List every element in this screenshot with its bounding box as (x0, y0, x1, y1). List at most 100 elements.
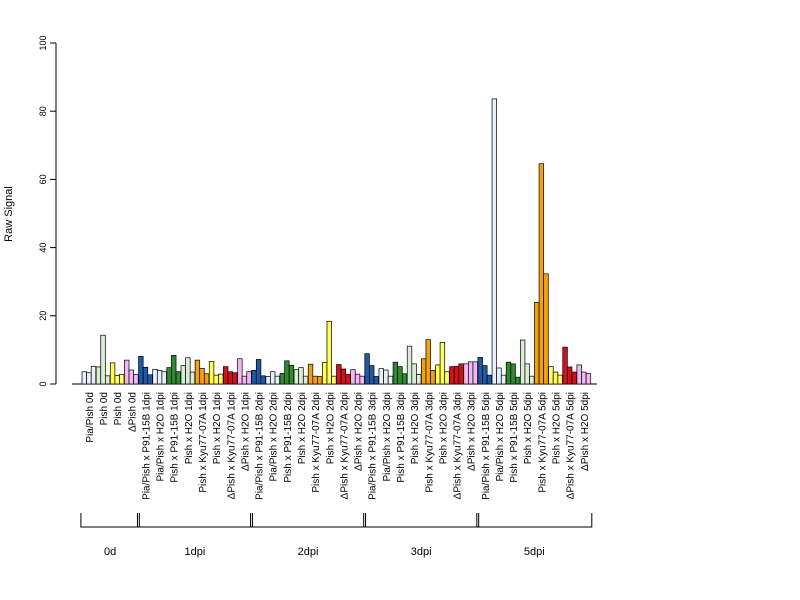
bar (227, 371, 233, 385)
y-axis: 0 20 40 60 80 100 (38, 35, 57, 387)
bar (453, 365, 460, 385)
bar (515, 376, 521, 385)
timepoint-label: 3dpi (411, 546, 432, 558)
x-tick-label: Pish x H2O 2dpi (325, 392, 336, 464)
bar (425, 339, 431, 385)
bar (293, 369, 300, 385)
x-tick-label: Pish x Kyu77-07A 5dpi (537, 392, 548, 493)
x-tick-label: Pish x H2O 1dpi (212, 392, 223, 464)
bar (463, 363, 469, 385)
x-tick-label: Pia/Pish x P91-15B 1dpi (141, 392, 152, 500)
x-tick-label: Pish 0d (113, 392, 124, 425)
timepoint-bracket (476, 513, 593, 528)
bar (354, 373, 361, 385)
y-tick-label: 60 (38, 174, 48, 184)
x-tick-label: Pish x P91-15B 1dpi (170, 392, 181, 483)
x-tick-label: Pish x H2O 5dpi (523, 392, 534, 464)
timepoint-label: 1dpi (185, 546, 206, 558)
y-tick-label: 40 (38, 243, 48, 253)
bar (345, 374, 351, 385)
bar (543, 273, 549, 385)
bar (199, 367, 205, 385)
timepoint-brackets: 0d 1dpi 2dpi 3dpi 5dpi (80, 513, 593, 558)
bar (307, 363, 314, 385)
y-tick-label: 100 (38, 35, 48, 50)
bar (203, 373, 210, 385)
x-tick-label: ΔPish x Kyu77-07A 2dpi (339, 392, 350, 499)
x-tick-label: Pish x P91-15B 5dpi (509, 392, 520, 483)
bar (548, 366, 554, 385)
bar (213, 374, 219, 385)
bar (416, 374, 422, 385)
bar (562, 346, 568, 385)
y-tick-label: 0 (38, 381, 48, 386)
bar (435, 364, 441, 385)
bar (260, 375, 266, 385)
bar (265, 376, 271, 385)
bar (364, 353, 370, 385)
x-tick-label: Pia/Pish 0d (85, 392, 96, 443)
x-tick-label: Pish x P91-15B 2dpi (283, 392, 294, 483)
bar (369, 365, 375, 385)
bar (519, 339, 526, 385)
bar (274, 375, 280, 385)
bar (486, 374, 493, 385)
bar (468, 361, 474, 385)
bar (401, 373, 408, 385)
x-tick-label: Pia/Pish x H2O 5dpi (495, 392, 506, 482)
bar (288, 364, 295, 385)
bar (373, 376, 379, 385)
bar (491, 98, 498, 385)
x-tick-label: Pish x Kyu77-07A 2dpi (311, 392, 322, 493)
bar (317, 376, 323, 385)
bar (270, 371, 276, 385)
timepoint-bracket (136, 513, 253, 528)
bar (581, 371, 587, 385)
bar (147, 374, 153, 385)
bar (119, 374, 125, 385)
y-axis-label: Raw Signal (3, 186, 15, 242)
x-tick-label: ΔPish x H2O 5dpi (580, 392, 591, 471)
bar (576, 364, 582, 385)
bar (472, 361, 478, 385)
timepoint-label: 5dpi (524, 546, 545, 558)
bar (567, 366, 573, 385)
x-tick-labels: Pia/Pish 0d Pish 0d Pish 0d ΔPish 0d Pia/Pis… (85, 392, 591, 500)
x-tick-label: Pish x Kyu77-07A 3dpi (424, 392, 435, 493)
bar (128, 369, 134, 385)
bar (524, 363, 530, 385)
bar (392, 361, 399, 385)
bar (302, 375, 309, 385)
timepoint-label: 0d (104, 546, 116, 558)
bar (152, 368, 158, 385)
x-tick-label: ΔPish x H2O 3dpi (467, 392, 478, 471)
x-tick-label: Pish x P91-15B 3dpi (396, 392, 407, 483)
bar (571, 371, 577, 385)
bar (86, 372, 92, 385)
bar (557, 374, 563, 385)
y-tick-label: 80 (38, 106, 48, 116)
bar (359, 375, 365, 385)
bars (81, 98, 592, 385)
y-tick-label: 20 (38, 311, 48, 321)
bar (439, 342, 446, 385)
bar (496, 367, 502, 385)
bar (421, 358, 427, 385)
bar (284, 360, 290, 385)
bar (383, 369, 389, 385)
x-tick-label: Pish 0d (99, 392, 110, 425)
bar (529, 375, 535, 385)
x-tick-label: Pia/Pish x H2O 1dpi (156, 392, 167, 482)
bar (237, 358, 243, 385)
bar (298, 367, 304, 385)
x-tick-label: ΔPish 0d (127, 392, 138, 432)
bar (500, 374, 507, 385)
bar (312, 375, 318, 385)
x-tick-label: Pia/Pish x P91-15B 5dpi (481, 392, 492, 500)
bar (331, 375, 337, 385)
bar (251, 370, 257, 385)
bar (350, 369, 356, 385)
bar (124, 359, 130, 385)
bar (232, 372, 238, 385)
